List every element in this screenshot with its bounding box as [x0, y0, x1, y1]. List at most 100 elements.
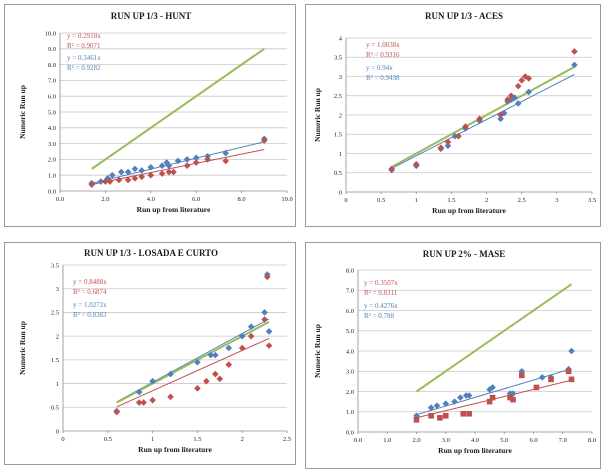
chart-panel-hunt: RUN UP 1/3 - HUNT 0.0 1.0 2.0 3.0 4.0 5.0 6.0 7.…: [4, 4, 296, 227]
data-point-red: [225, 361, 233, 368]
fit-annotation: R² = 0.9316: [366, 51, 400, 59]
x-tick-label: 1: [151, 436, 154, 443]
x-tick-label: 1.5: [447, 197, 455, 204]
x-tick-label: 2.0: [101, 196, 109, 203]
data-point-red: [216, 375, 224, 383]
data-point-red: [437, 415, 443, 421]
fit-annotation: R² = 0.8311: [364, 289, 398, 297]
data-point-red: [158, 170, 166, 177]
y-tick-label: 1.5: [334, 132, 342, 139]
data-point-red: [507, 92, 515, 100]
data-point-red: [170, 168, 177, 176]
trendline-red: [116, 337, 270, 408]
data-point-red: [222, 157, 230, 165]
x-tick-label: 0.5: [104, 436, 112, 443]
data-point-red: [525, 75, 533, 82]
x-tick-label: 6.0: [192, 196, 200, 203]
y-tick-label: 4.0: [48, 125, 56, 132]
x-tick-label: 2.5: [518, 197, 526, 204]
data-point-red: [102, 178, 109, 185]
data-point-blue: [457, 394, 464, 401]
y-tick-label: 2.0: [346, 389, 354, 396]
y-tick-label: 1.5: [51, 357, 59, 364]
data-point-red: [194, 385, 201, 392]
x-tick-label: 0: [344, 197, 347, 204]
y-tick-label: 7.0: [48, 78, 56, 85]
x-tick-label: 1: [415, 197, 418, 204]
data-point-red: [140, 399, 147, 406]
y-axis-label: Numeric Run up: [313, 88, 322, 142]
data-point-red: [261, 137, 268, 144]
data-point-red: [165, 168, 173, 176]
y-tick-label: 0: [339, 189, 342, 196]
y-tick-label: 0.5: [51, 405, 59, 412]
x-tick-label: 0: [61, 436, 64, 443]
fit-annotation: R² = 0.9438: [366, 74, 400, 82]
x-tick-label: 4.0: [471, 437, 479, 444]
data-point-blue: [525, 88, 533, 96]
x-tick-label: 3: [555, 197, 558, 204]
data-point-red: [571, 48, 578, 55]
data-point-blue: [149, 377, 156, 385]
fit-annotation: y = 0.8488x: [73, 278, 107, 286]
data-point-blue: [183, 156, 191, 163]
y-tick-label: 3.0: [346, 369, 354, 376]
data-point-red: [486, 398, 493, 405]
y-tick-label: 10.0: [45, 30, 56, 37]
data-point-red: [437, 144, 445, 152]
chart-title: RUN UP 2% - MASE: [423, 249, 506, 259]
data-point-red: [265, 342, 273, 349]
data-point-blue: [212, 351, 219, 359]
y-tick-label: 4: [339, 35, 343, 42]
x-tick-label: 2.5: [283, 436, 291, 443]
data-point-red: [149, 396, 156, 404]
data-point-blue: [124, 168, 132, 176]
data-point-blue: [117, 168, 125, 176]
x-tick-label: 3.5: [588, 197, 596, 204]
x-tick-label: 0.0: [354, 437, 362, 444]
data-point-red: [489, 394, 496, 401]
fit-annotation: y = 0.3507x: [364, 279, 398, 287]
data-point-blue: [97, 178, 105, 185]
data-point-red: [147, 171, 155, 179]
y-tick-label: 1.0: [346, 409, 354, 416]
data-point-blue: [433, 402, 441, 409]
data-point-blue: [444, 142, 452, 150]
data-point-red: [533, 384, 540, 391]
data-point-red: [413, 417, 420, 423]
data-point-blue: [500, 109, 508, 117]
data-point-blue: [247, 323, 255, 330]
data-point-blue: [497, 115, 504, 123]
data-point-red: [124, 176, 132, 184]
y-tick-label: 0.0: [346, 429, 354, 436]
data-point-red: [183, 162, 191, 170]
y-tick-label: 1: [56, 381, 59, 388]
fit-annotation: R² = 0.8383: [73, 311, 107, 319]
y-axis-label: Numeric Run up: [18, 321, 27, 375]
y-tick-label: 3.0: [48, 141, 56, 148]
reference-line: [415, 283, 573, 393]
trendline-blue: [416, 368, 572, 416]
data-point-blue: [265, 328, 273, 335]
data-point-red: [476, 115, 483, 123]
y-tick-label: 4.0: [346, 348, 354, 355]
data-point-red: [131, 175, 139, 182]
data-point-blue: [158, 162, 166, 170]
data-point-blue: [514, 100, 522, 107]
data-point-red: [88, 181, 96, 188]
data-point-blue: [225, 344, 233, 352]
data-point-red: [514, 82, 522, 90]
y-tick-label: 3: [339, 74, 342, 81]
data-point-blue: [135, 388, 143, 396]
data-point-red: [115, 176, 123, 184]
x-tick-label: 10.0: [281, 196, 292, 203]
data-point-red: [460, 410, 467, 417]
trendline-blue: [116, 318, 270, 403]
y-tick-label: 7.0: [346, 288, 354, 295]
fit-annotation: R² = 0.6874: [73, 288, 107, 296]
data-point-blue: [131, 165, 139, 173]
y-tick-label: 3: [56, 286, 59, 293]
data-point-red: [203, 377, 210, 385]
data-point-blue: [509, 390, 517, 397]
y-tick-label: 3.5: [51, 262, 59, 269]
